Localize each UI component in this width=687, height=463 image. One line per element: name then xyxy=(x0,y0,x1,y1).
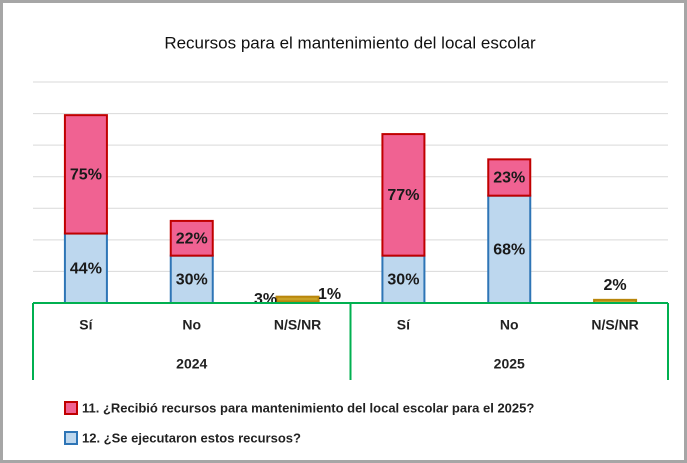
value-label: 68% xyxy=(493,242,525,259)
bar-segment xyxy=(487,194,532,305)
legend-label: 12. ¿Se ejecutaron estos recursos? xyxy=(82,430,301,445)
value-label: 30% xyxy=(176,272,208,289)
bar-segment xyxy=(381,254,426,304)
group-label: 2024 xyxy=(176,356,207,372)
value-label: 30% xyxy=(387,272,419,289)
legend-swatch xyxy=(64,431,78,445)
value-label: 23% xyxy=(493,170,525,187)
value-label: 77% xyxy=(387,187,419,204)
x-tick-label: No xyxy=(500,317,519,333)
x-tick-label: Sí xyxy=(79,317,93,333)
legend-label: 11. ¿Recibió recursos para mantenimiento… xyxy=(82,400,534,415)
value-label: 75% xyxy=(70,167,102,184)
x-tick-label: N/S/NR xyxy=(591,317,638,333)
bar-segment xyxy=(381,133,426,257)
legend-swatch xyxy=(64,401,78,415)
group-label: 2025 xyxy=(494,356,525,372)
value-label: 3% xyxy=(254,291,277,308)
value-label: 1% xyxy=(318,286,341,303)
chart-title: Recursos para el mantenimiento del local… xyxy=(164,33,536,52)
x-tick-label: No xyxy=(182,317,201,333)
x-tick-label: Sí xyxy=(397,317,411,333)
bar-segment xyxy=(63,114,108,235)
value-label: 44% xyxy=(70,260,102,277)
value-label: 2% xyxy=(604,277,627,294)
bar-segment xyxy=(169,219,214,257)
bar-segment xyxy=(487,158,532,197)
x-tick-label: N/S/NR xyxy=(274,317,321,333)
bar-segment xyxy=(275,295,320,303)
value-label: 22% xyxy=(176,230,208,247)
